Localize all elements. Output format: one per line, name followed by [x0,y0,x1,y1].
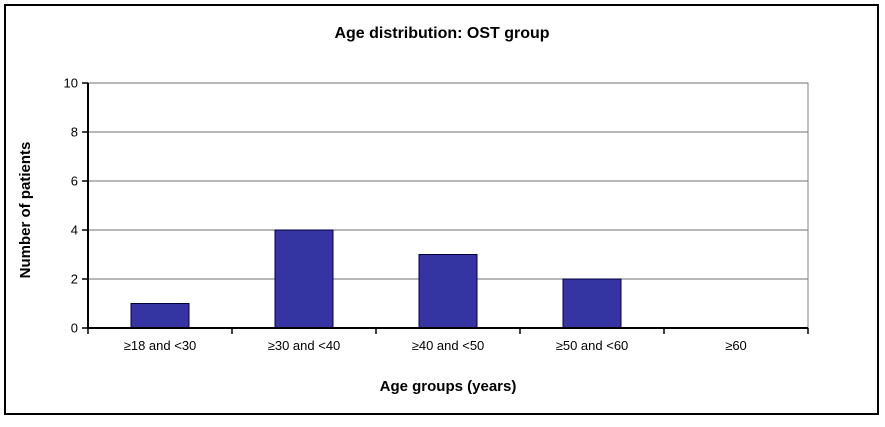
x-axis-title: Age groups (years) [380,378,517,395]
y-tick-label-6: 6 [71,174,78,189]
x-category-label-1: ≥18 and <30 [124,338,197,353]
x-category-label-4: ≥50 and <60 [556,338,629,353]
bar-series [130,229,622,329]
chart-title: Age distribution: OST group [334,25,549,42]
y-tick-label-4: 4 [71,223,78,238]
y-axis-title: Number of patients [17,142,34,279]
x-category-label-5: ≥60 [725,338,747,353]
y-tick-label-8: 8 [71,125,78,140]
x-category-label-2: ≥30 and <40 [268,338,341,353]
bar-4 [562,278,622,329]
y-tick-label-0: 0 [71,321,78,336]
y-tick-label-2: 2 [71,272,78,287]
y-tick-label-10: 10 [64,76,78,91]
x-axis-category-labels: ≥18 and <30 ≥30 and <40 ≥40 and <50 ≥50 and… [124,338,747,353]
bar-1 [130,303,190,329]
bar-2 [274,229,334,329]
axis-lines-and-ticks [82,82,809,334]
chart-outer-frame [4,4,879,415]
x-category-label-3: ≥40 and <50 [412,338,485,353]
y-axis-tick-labels: 0 2 4 6 8 10 [64,76,78,336]
bar-3 [418,254,478,329]
plot-area: 0 2 4 6 8 10 ≥18 and <30 ≥30 and <40 ≥40 and <5… [64,76,809,353]
